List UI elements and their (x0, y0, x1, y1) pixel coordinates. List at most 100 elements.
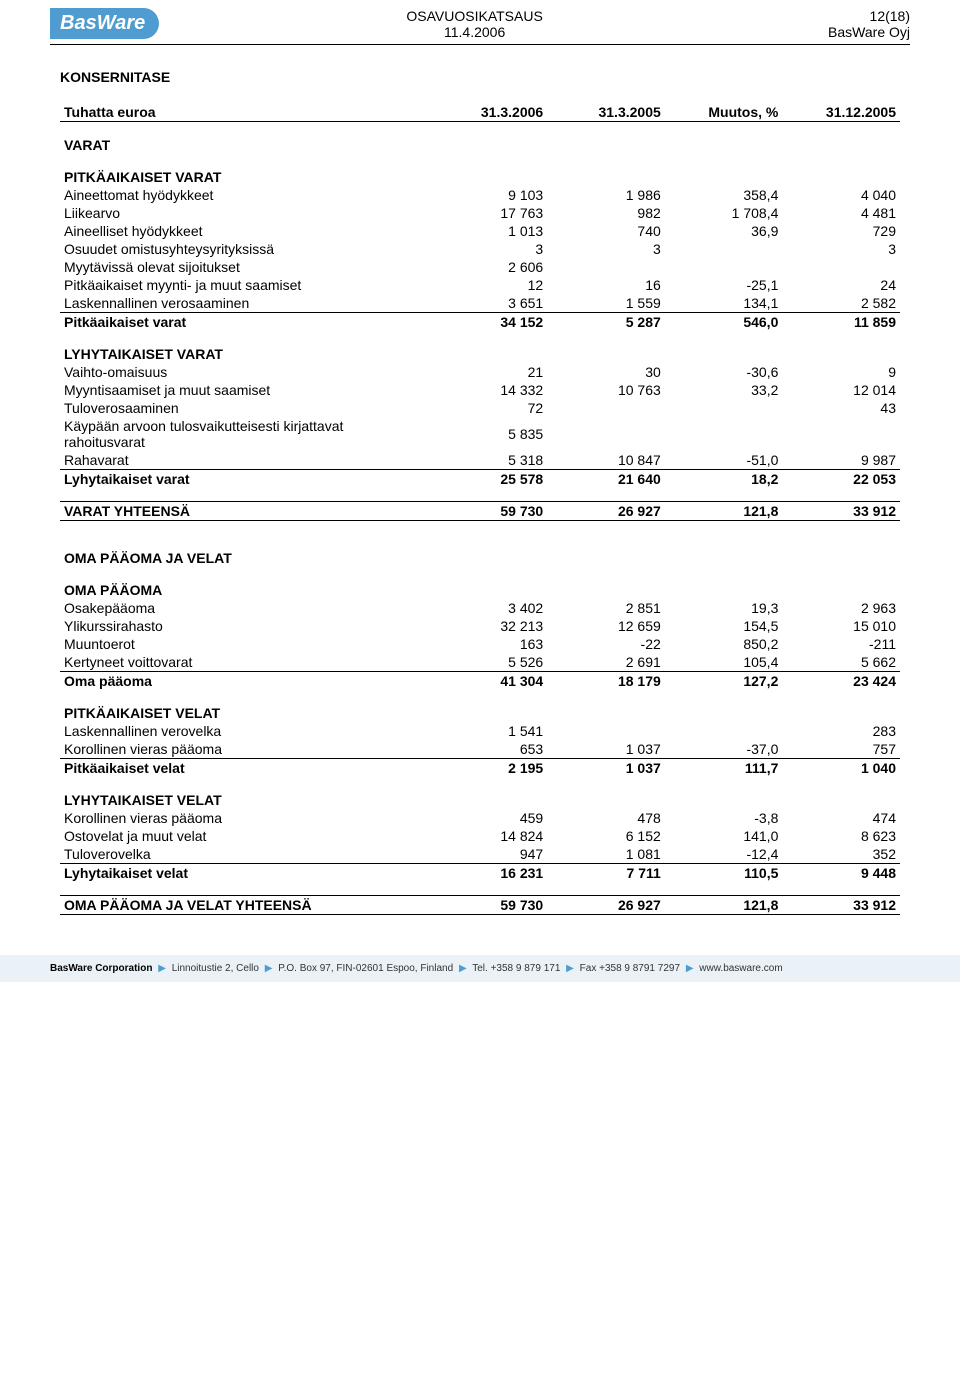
row-value: 24 (782, 276, 900, 294)
row-value (665, 168, 783, 186)
row-value: 12 659 (547, 617, 665, 635)
row-value: 111,7 (665, 758, 783, 777)
row-value: 134,1 (665, 294, 783, 313)
spacer-row (60, 122, 900, 136)
row-value (782, 581, 900, 599)
arrow-icon: ▶ (686, 963, 694, 974)
page-footer: BasWare Corporation ▶ Linnoitustie 2, Ce… (0, 955, 960, 982)
row-label: Korollinen vieras pääoma (60, 809, 430, 827)
row-value: 141,0 (665, 827, 783, 845)
row-value: 5 287 (547, 312, 665, 331)
row-value (782, 417, 900, 451)
row-label: Osakepääoma (60, 599, 430, 617)
row-label: Aineelliset hyödykkeet (60, 222, 430, 240)
footer-tel: Tel. +358 9 879 171 (472, 963, 560, 974)
row-value (547, 345, 665, 363)
doc-type: OSAVUOSIKATSAUS (159, 8, 790, 24)
arrow-icon: ▶ (265, 963, 273, 974)
row-label: Laskennallinen verovelka (60, 722, 430, 740)
col-header-change: Muutos, % (665, 103, 783, 122)
row-value: 653 (430, 740, 548, 759)
page-header: BasWare OSAVUOSIKATSAUS 11.4.2006 12(18)… (0, 0, 960, 44)
table-row: PITKÄAIKAISET VARAT (60, 168, 900, 186)
row-value (782, 136, 900, 154)
row-value (665, 581, 783, 599)
row-value (665, 704, 783, 722)
row-value (430, 791, 548, 809)
spacer-row (60, 882, 900, 896)
row-value: 110,5 (665, 863, 783, 882)
row-value: 21 640 (547, 469, 665, 488)
row-value (430, 136, 548, 154)
row-value: 105,4 (665, 653, 783, 672)
row-value (782, 258, 900, 276)
row-value (547, 581, 665, 599)
row-value: 10 847 (547, 451, 665, 470)
row-label: OMA PÄÄOMA (60, 581, 430, 599)
row-value: 26 927 (547, 502, 665, 521)
row-value: 1 013 (430, 222, 548, 240)
row-value: 1 040 (782, 758, 900, 777)
row-value: 478 (547, 809, 665, 827)
row-label: PITKÄAIKAISET VARAT (60, 168, 430, 186)
table-row: LYHYTAIKAISET VARAT (60, 345, 900, 363)
row-label: Lyhytaikaiset varat (60, 469, 430, 488)
row-value: 352 (782, 845, 900, 864)
row-value: 34 152 (430, 312, 548, 331)
row-value: 1 559 (547, 294, 665, 313)
col-header-period2: 31.3.2005 (547, 103, 665, 122)
footer-addr1: Linnoitustie 2, Cello (172, 963, 259, 974)
row-value (665, 240, 783, 258)
row-label: Pitkäaikaiset varat (60, 312, 430, 331)
row-value: 9 448 (782, 863, 900, 882)
row-value: 947 (430, 845, 548, 864)
row-value: 18,2 (665, 469, 783, 488)
table-row: Tuloverovelka9471 081-12,4352 (60, 845, 900, 864)
row-value: 2 851 (547, 599, 665, 617)
row-value (665, 345, 783, 363)
row-value: 121,8 (665, 502, 783, 521)
spacer-row (60, 331, 900, 345)
row-label: Pitkäaikaiset myynti- ja muut saamiset (60, 276, 430, 294)
row-value: 757 (782, 740, 900, 759)
row-value (547, 791, 665, 809)
table-row: Vaihto-omaisuus2130-30,69 (60, 363, 900, 381)
row-label: Rahavarat (60, 451, 430, 470)
row-value (782, 791, 900, 809)
spacer-row (60, 154, 900, 168)
table-row: Myytävissä olevat sijoitukset2 606 (60, 258, 900, 276)
col-header-label: Tuhatta euroa (60, 103, 430, 122)
row-value: 12 (430, 276, 548, 294)
row-label: Myyntisaamiset ja muut saamiset (60, 381, 430, 399)
row-value: 4 040 (782, 186, 900, 204)
row-value: 474 (782, 809, 900, 827)
row-value: 33 912 (782, 896, 900, 915)
footer-web: www.basware.com (699, 963, 782, 974)
row-value: 1 081 (547, 845, 665, 864)
row-value: 17 763 (430, 204, 548, 222)
row-value (430, 581, 548, 599)
row-label: OMA PÄÄOMA JA VELAT (60, 549, 430, 567)
spacer-row (60, 521, 900, 549)
row-value (430, 168, 548, 186)
row-value: 2 691 (547, 653, 665, 672)
row-value (665, 136, 783, 154)
row-value: 5 662 (782, 653, 900, 672)
row-value: 121,8 (665, 896, 783, 915)
row-value: 8 623 (782, 827, 900, 845)
header-right: 12(18) BasWare Oyj (790, 8, 910, 40)
row-value (782, 549, 900, 567)
row-value: 14 824 (430, 827, 548, 845)
row-value (547, 258, 665, 276)
page-number: 12(18) (790, 8, 910, 24)
table-row: VARAT YHTEENSÄ59 73026 927121,833 912 (60, 502, 900, 521)
table-row: Aineettomat hyödykkeet9 1031 986358,44 0… (60, 186, 900, 204)
row-value: 459 (430, 809, 548, 827)
row-value (782, 168, 900, 186)
row-value: 1 037 (547, 758, 665, 777)
row-label: Oma pääoma (60, 671, 430, 690)
row-label: OMA PÄÄOMA JA VELAT YHTEENSÄ (60, 896, 430, 915)
row-value: 5 526 (430, 653, 548, 672)
row-value: 729 (782, 222, 900, 240)
table-row: LYHYTAIKAISET VELAT (60, 791, 900, 809)
